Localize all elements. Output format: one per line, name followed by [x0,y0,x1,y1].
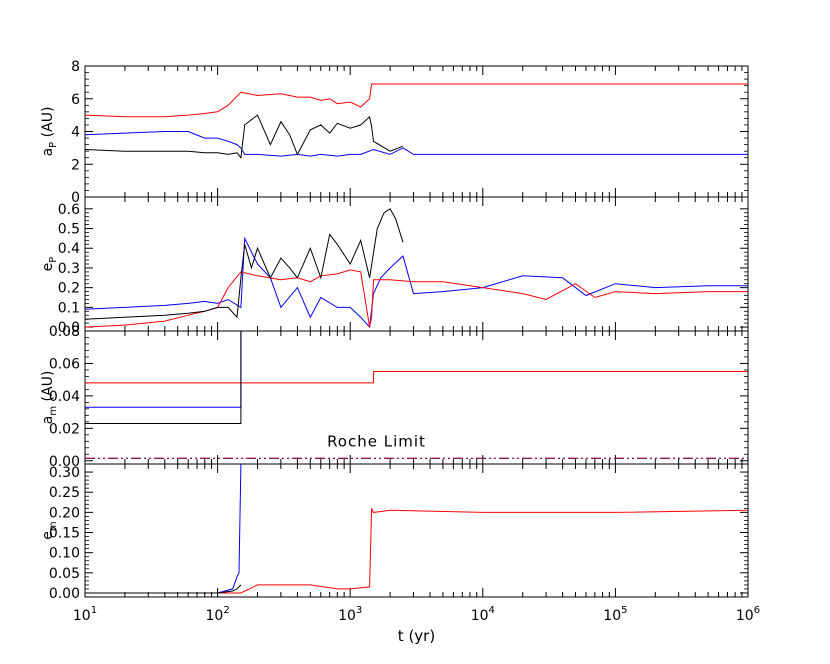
y-tick-label: 0.3 [58,261,80,277]
x-tick-label: 105 [603,605,627,624]
y-tick-label: 6 [71,92,80,108]
y-tick-label: 4 [71,125,80,141]
y-tick-label: 0.15 [49,526,80,542]
y-axis-label: eP [40,257,59,272]
y-tick-label: 0.0 [58,320,80,336]
x-tick-label: 104 [471,605,495,624]
panel-frame [84,196,749,332]
y-tick-label: 0.02 [49,421,80,437]
y-tick-label: 0.04 [49,389,80,405]
series-line-1 [85,83,748,118]
series-line-2 [85,464,242,594]
panel-1: 0 2 4 6 8 aP (AU) [40,59,749,206]
y-tick-label: 8 [71,59,80,75]
y-tick-label: 0 [71,190,80,206]
y-axis-label: am (AU) [40,371,59,425]
y-tick-label: 0.05 [49,566,80,582]
panel-4: 0.00 0.05 0.10 0.15 0.20 0.25 0.30 em [40,463,749,602]
y-tick-label: 0.06 [49,356,80,372]
y-tick-label: 0.00 [49,454,80,470]
series-line-3 [85,331,242,424]
series-line-3 [85,114,404,159]
series-line-1 [85,236,748,329]
panel-2: 0.0 0.1 0.2 0.3 0.4 0.5 0.6 eP [40,196,749,336]
y-tick-label: 0.08 [49,324,80,340]
y-tick-label: 0.4 [58,241,80,257]
series-line-1 [85,371,748,384]
y-tick-label: 0.30 [49,465,80,481]
x-tick-label: 106 [736,605,760,624]
x-axis-label: t (yr) [398,627,435,645]
x-tick-label: 102 [205,605,229,624]
y-tick-label: 0.25 [49,485,80,501]
series-line-3 [85,208,404,320]
y-tick-label: 0.6 [58,202,80,218]
panel-frame [84,463,749,598]
series-line-2 [85,269,748,328]
y-tick-label: 0.5 [58,222,80,238]
series-line-2 [85,131,748,157]
x-tick-label: 103 [338,605,362,624]
y-axis-label: aP (AU) [40,107,59,157]
y-tick-label: 0.2 [58,281,80,297]
y-tick-label: 2 [71,157,80,173]
series-line-2 [85,331,242,408]
y-tick-label: 0.20 [49,505,80,521]
roche-limit-label: Roche Limit [327,432,426,450]
y-tick-label: 0.1 [58,300,80,316]
y-axis-label: em [40,521,59,539]
y-tick-label: 0.10 [49,546,80,562]
y-tick-label: 0.00 [49,586,80,602]
series-line-1 [85,508,748,594]
x-tick-label: 101 [73,605,97,624]
series-line-3 [85,584,242,594]
panel-3: 0.00 0.02 0.04 0.06 0.08 am (AU) Roche Limit [40,324,749,470]
